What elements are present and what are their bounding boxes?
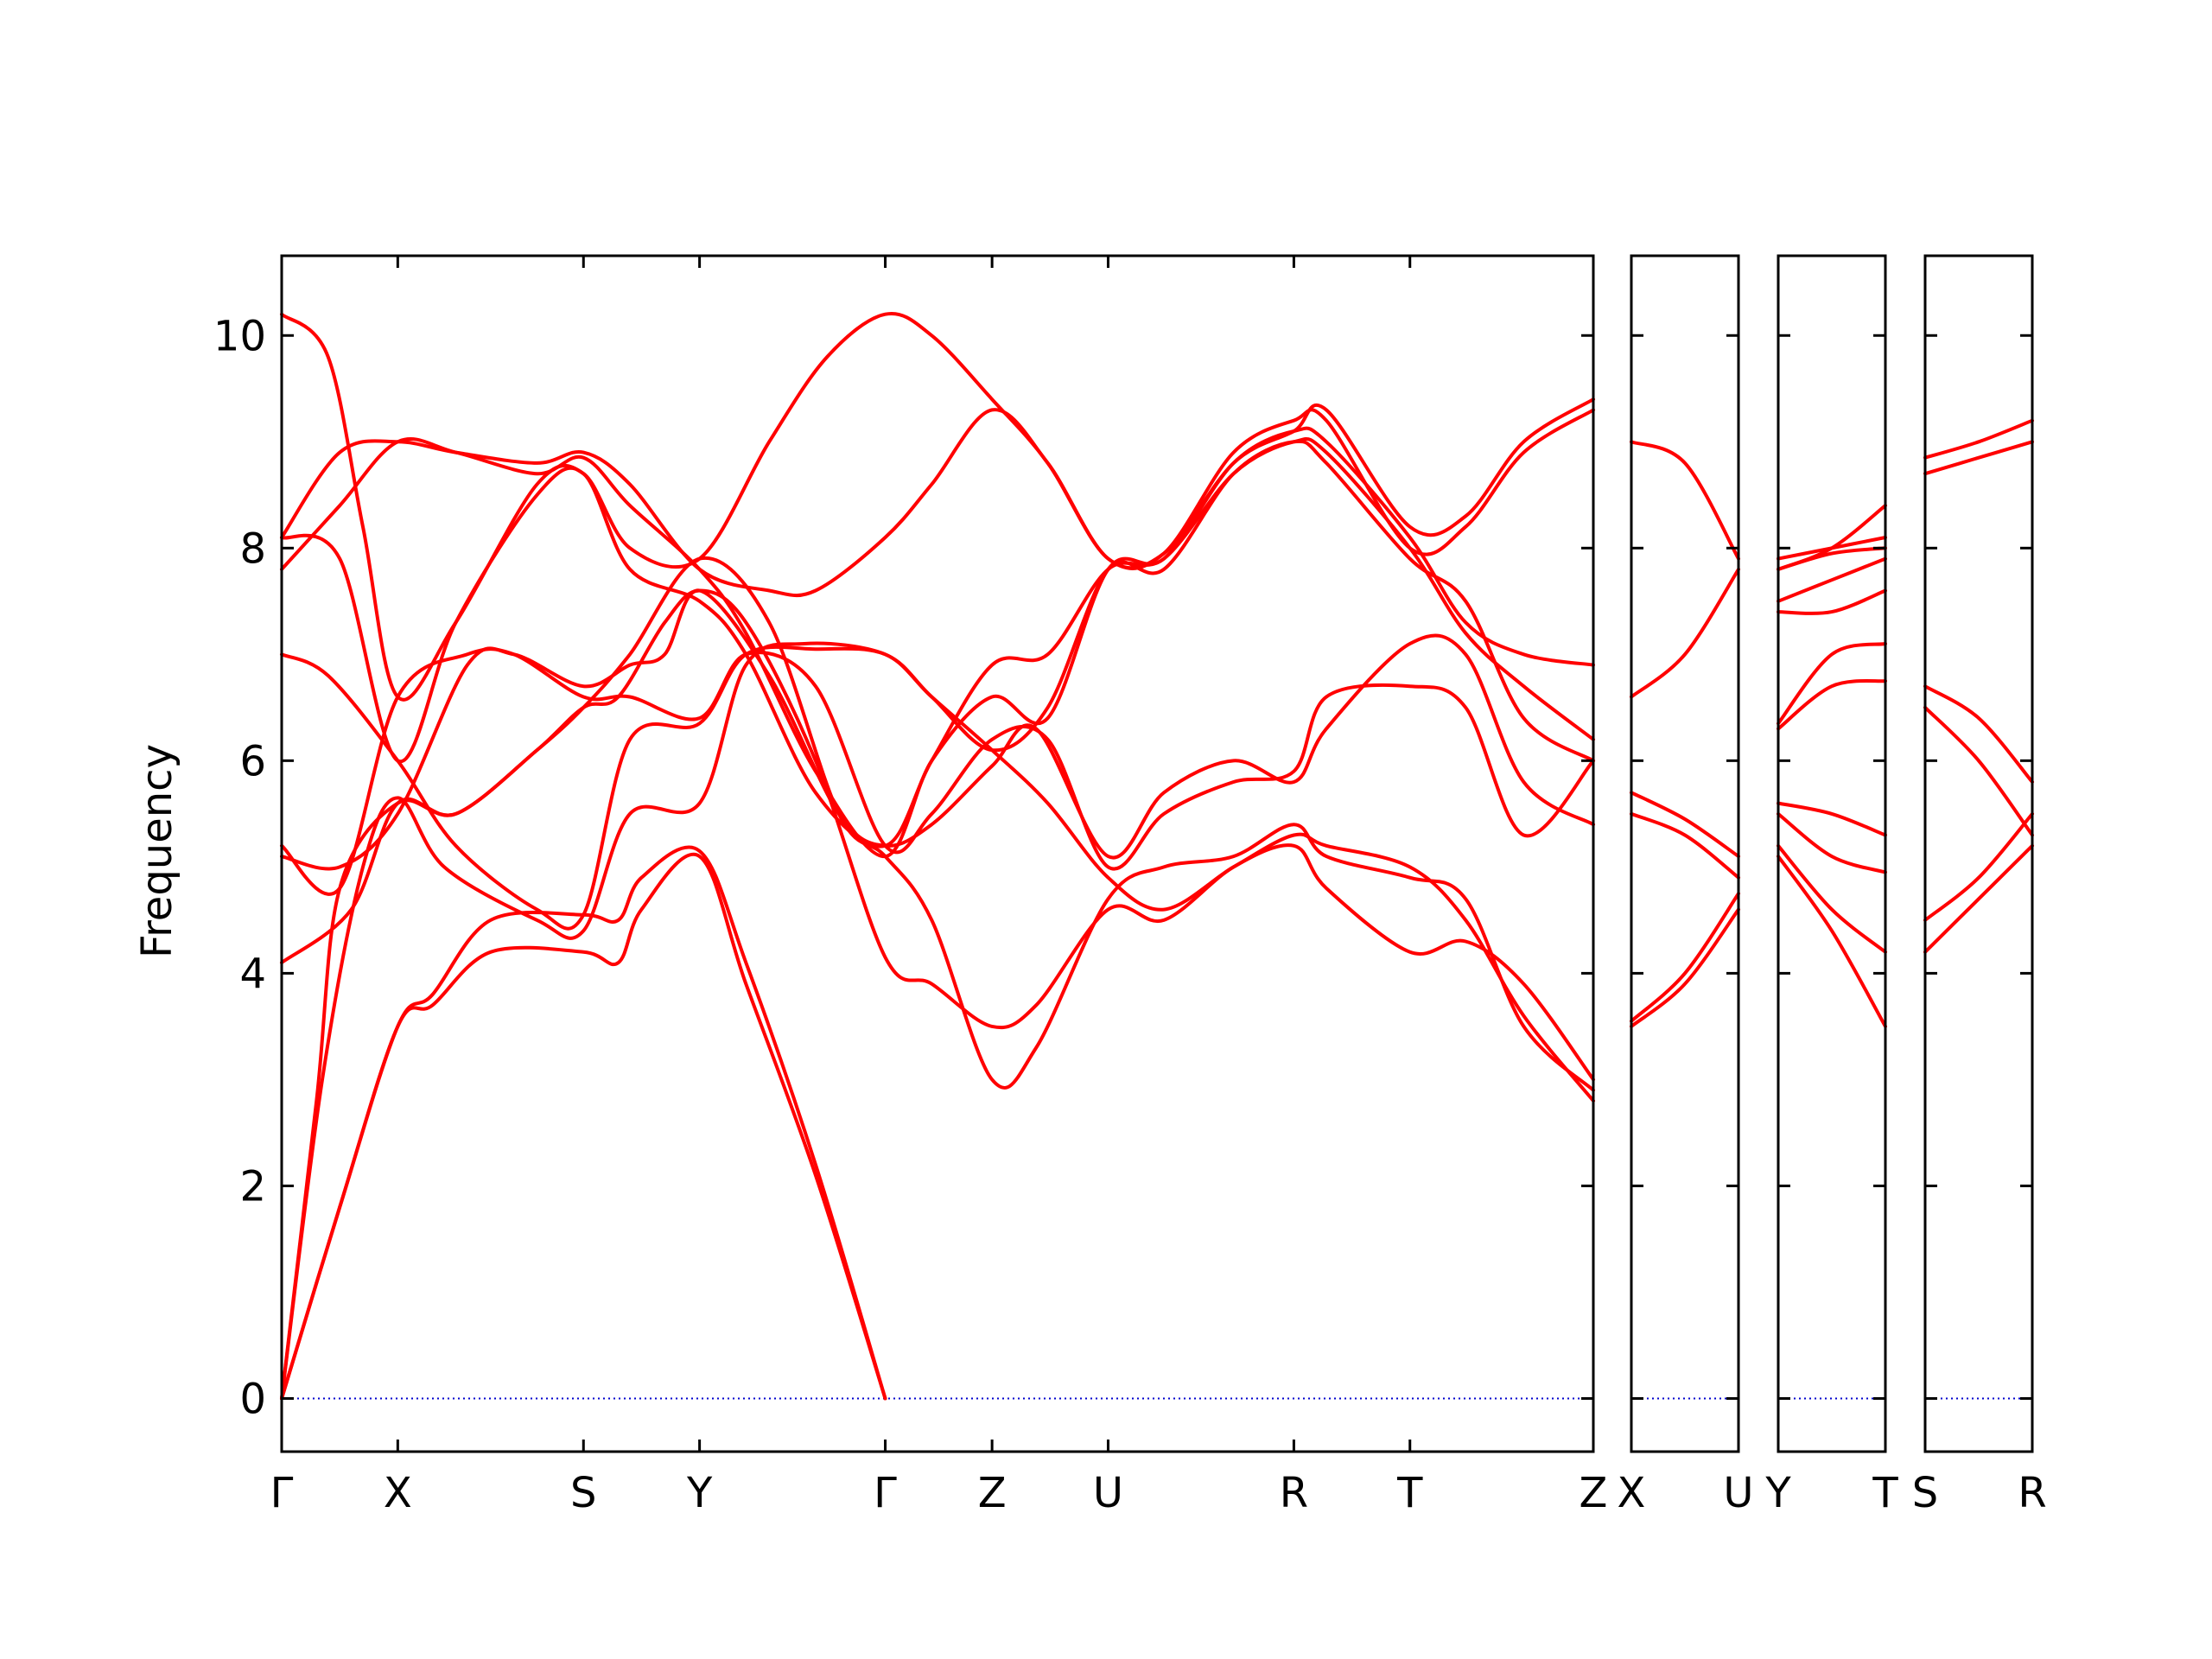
y-tick-label: 4: [239, 950, 266, 998]
band-main-2: [280, 845, 887, 1401]
band-main-3: [280, 588, 1595, 1401]
band-sr-3: [1923, 705, 2034, 837]
panel-frame: [1777, 254, 1887, 1453]
band-yt-4: [1777, 801, 1887, 837]
x-tick-label: Y: [1764, 1469, 1791, 1517]
band-yt-1: [1777, 855, 1887, 1028]
band-main-7: [280, 647, 1595, 896]
x-tick-label: U: [1723, 1469, 1753, 1517]
band-main-12: [280, 311, 1595, 702]
band-sr-4: [1923, 684, 2034, 784]
x-tick-label: S: [1912, 1469, 1938, 1517]
band-main-10: [280, 426, 1595, 859]
y-tick-label: 10: [213, 312, 266, 360]
band-sr-6: [1923, 418, 2034, 460]
x-tick-label: Γ: [874, 1469, 897, 1517]
band-yt-7: [1777, 588, 1887, 615]
band-xu-2: [1630, 892, 1740, 1023]
band-yt-11: [1777, 504, 1887, 571]
x-tick-label: R: [2018, 1469, 2046, 1517]
band-main-1: [280, 852, 887, 1401]
x-tick-label: Γ: [270, 1469, 294, 1517]
x-tick-label: Y: [686, 1469, 713, 1517]
band-main-5: [280, 556, 1595, 1092]
x-tick-label: U: [1093, 1469, 1123, 1517]
x-tick-label: S: [570, 1469, 596, 1517]
band-main-8: [280, 439, 1595, 931]
y-tick-label: 0: [239, 1375, 266, 1423]
y-tick-label: 8: [239, 524, 266, 573]
y-tick-label: 2: [239, 1162, 266, 1211]
x-tick-label: Z: [978, 1469, 1007, 1517]
x-tick-label: X: [1618, 1469, 1646, 1517]
band-yt-5: [1777, 679, 1887, 731]
x-tick-label: T: [1872, 1469, 1898, 1517]
x-tick-label: Z: [1580, 1469, 1608, 1517]
band-xu-1: [1630, 907, 1740, 1028]
y-axis-label: Frequency: [133, 744, 181, 958]
band-yt-6: [1777, 642, 1887, 726]
band-main-9: [280, 436, 1595, 849]
band-sr-1: [1923, 843, 2034, 954]
band-yt-2: [1777, 843, 1887, 954]
band-yt-3: [1777, 811, 1887, 874]
x-tick-label: T: [1396, 1469, 1423, 1517]
y-tick-label: 6: [239, 737, 266, 785]
band-xu-6: [1630, 440, 1740, 561]
band-main-4: [280, 641, 1595, 1401]
panel-main: 0 2 4 6 8 10 Γ X S Y Γ Z U R T Z: [213, 254, 1608, 1517]
panel-frame: [1630, 254, 1740, 1453]
band-xu-3: [1630, 811, 1740, 880]
band-main-6: [280, 588, 1595, 871]
band-main-11: [280, 408, 1595, 598]
band-yt-8: [1777, 556, 1887, 603]
band-xu-5: [1630, 567, 1740, 699]
band-sr-2: [1923, 811, 2034, 922]
panel-frame: [280, 254, 1595, 1453]
band-sr-5: [1923, 440, 2034, 476]
x-tick-label: X: [384, 1469, 412, 1517]
panel-frame: [1923, 254, 2034, 1453]
x-tick-label: R: [1280, 1469, 1308, 1517]
band-xu-4: [1630, 791, 1740, 859]
